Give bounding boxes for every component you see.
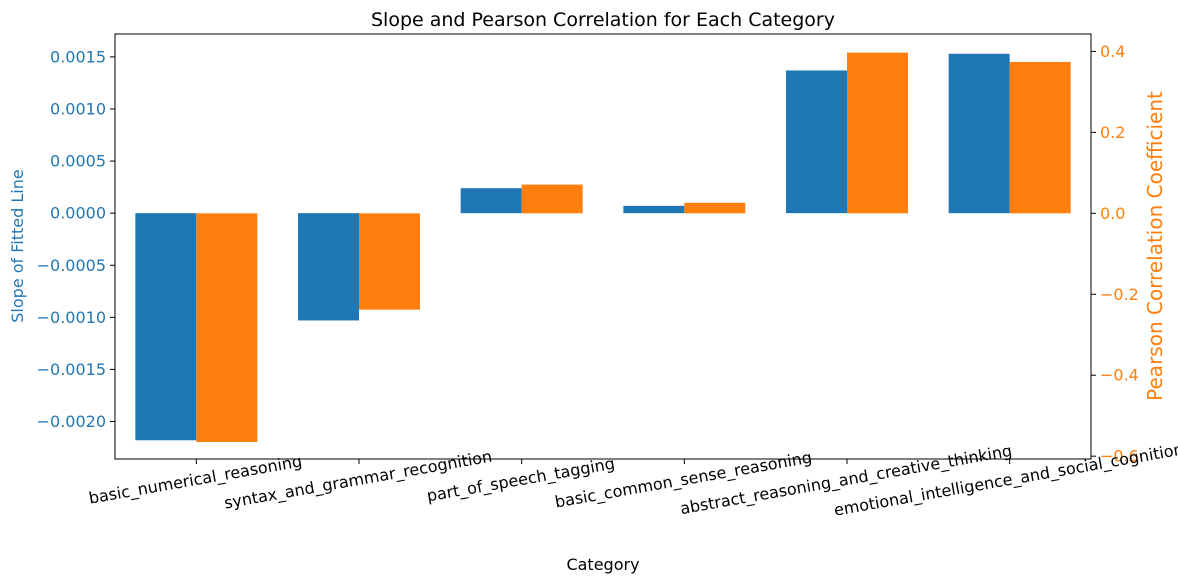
slope-bar-2 [460,188,522,214]
slope-bar-5 [948,53,1010,214]
pearson-bar-2 [521,184,583,214]
slope-bar-0 [135,213,197,441]
pearson-bar-0 [196,213,258,442]
x-axis-label: Category [566,555,639,574]
left-y-tick-label-7: −0.0020 [37,412,106,431]
left-y-axis: 0.0015 0.0010 0.0005 0.0000 −0.0005 −0.0010 −0… [37,47,115,431]
right-y-tick-label-2: 0.0 [1100,204,1125,223]
left-y-axis-label: Slope of Fitted Line [8,169,27,322]
x-axis: basic_numerical_reasoningsyntax_and_gram… [87,439,1178,520]
slope-bar-3 [623,205,685,214]
plot-frame [114,33,1092,460]
left-y-tick-label-5: −0.0010 [37,308,106,327]
pearson-bar-4 [847,52,908,214]
left-y-tick-label-2: 0.0005 [50,152,106,171]
left-y-tick-label-4: −0.0005 [37,256,106,275]
right-y-tick-label-1: 0.2 [1100,123,1125,142]
right-y-tick-label-4: −0.4 [1100,366,1139,385]
right-y-axis-label: Pearson Correlation Coefficient [1143,91,1167,401]
slope-bar-1 [298,213,359,321]
right-y-tick-label-5: −0.6 [1100,447,1139,466]
chart-title: Slope and Pearson Correlation for Each C… [371,9,835,31]
x-tick-label-1: syntax_and_grammar_recognition [223,447,494,514]
pearson-bar-3 [684,202,746,214]
left-y-tick-label-1: 0.0010 [50,100,106,119]
pearson-bar-1 [359,213,420,310]
slope-bar-4 [786,70,847,214]
left-y-tick-label-0: 0.0015 [50,47,106,66]
bars-layer [135,52,1071,442]
left-y-tick-label-6: −0.0015 [37,360,106,379]
right-y-axis: 0.4 0.2 0.0 −0.2 −0.4 −0.6 [1091,42,1139,466]
left-y-tick-label-3: 0.0000 [50,204,106,223]
pearson-bar-5 [1009,61,1071,214]
right-y-tick-label-0: 0.4 [1100,42,1125,61]
right-y-tick-label-3: −0.2 [1100,285,1139,304]
